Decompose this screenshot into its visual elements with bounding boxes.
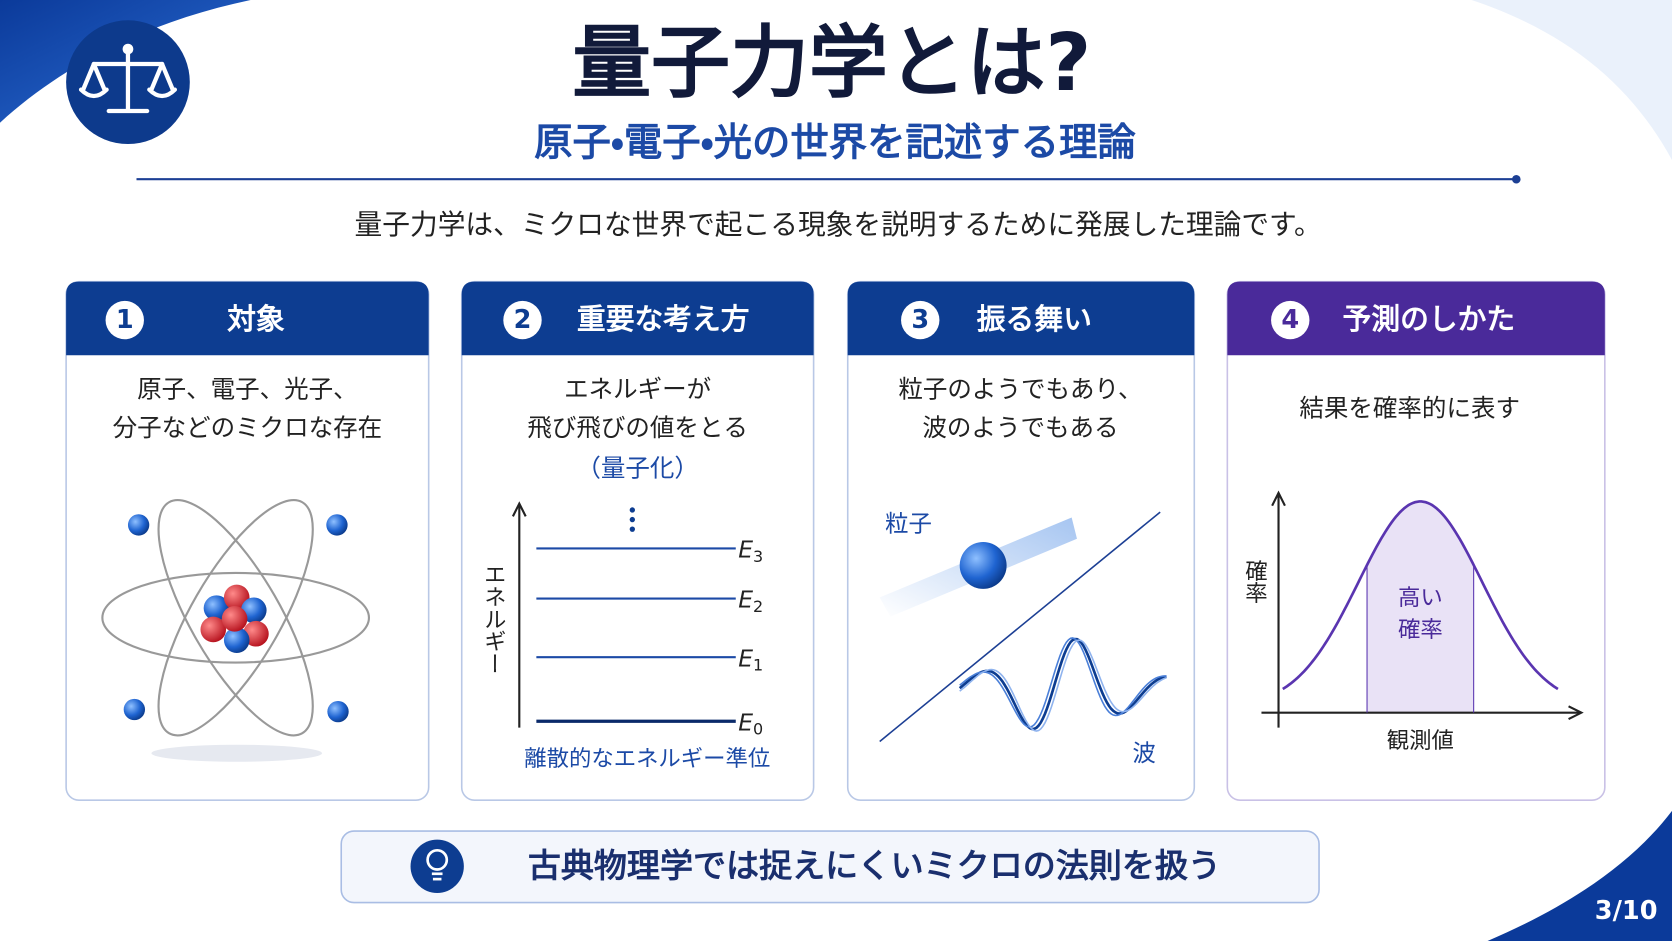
- wave-line: [958, 637, 1167, 731]
- arrow-head: [511, 501, 527, 517]
- card: 3 振る舞い 粒子のようでもあり、 波のようでもある 粒子 波: [846, 280, 1196, 801]
- card: 2 重要な考え方 エネルギーが 飛び飛びの値をとる （量子化） エネルギー E3…: [460, 280, 815, 801]
- center-label: 高い: [1398, 585, 1443, 611]
- card-title: 振る舞い: [977, 302, 1092, 336]
- level-symbol: E: [738, 535, 753, 563]
- card-text: 分子などのミクロな存在: [113, 413, 383, 442]
- card: 1 対象 原子、電子、光子、 分子などのミクロな存在: [65, 280, 430, 801]
- wave-line: [959, 637, 1167, 728]
- intro: 量子力学は、ミクロな世界で起こる現象を説明するために発展した理論です。: [355, 208, 1322, 241]
- atom-illustration: [101, 499, 371, 762]
- bell-highlight: [1367, 501, 1474, 713]
- level-symbol: E: [738, 585, 753, 613]
- axis-label: 観測値: [1387, 728, 1454, 754]
- level-label: E3: [738, 535, 763, 565]
- card-text: エネルギーが: [564, 374, 711, 403]
- card-note: （量子化）: [576, 453, 699, 482]
- level-index: 1: [753, 655, 763, 674]
- level-label: E0: [738, 708, 763, 738]
- card-number: 3: [911, 305, 929, 335]
- caption: 離散的なエネルギー準位: [524, 746, 770, 772]
- footer-text: 古典物理学では捉えにくいミクロの法則を扱う: [528, 846, 1221, 885]
- ellipsis: [629, 507, 635, 532]
- level-symbol: E: [738, 708, 753, 736]
- level-index: 2: [753, 597, 763, 616]
- wave-label: 波: [1132, 739, 1155, 767]
- card-text: 波のようでもある: [922, 413, 1118, 442]
- bell-curve: [1282, 500, 1559, 691]
- card-text: 粒子のようでもあり、: [898, 374, 1142, 403]
- level-symbol: E: [738, 644, 753, 672]
- card-title: 対象: [227, 302, 285, 336]
- card-text: 結果を確率的に表す: [1299, 394, 1520, 423]
- wave: [958, 637, 1167, 732]
- axis-label: 確率: [1242, 559, 1268, 604]
- level-label: E1: [738, 644, 763, 674]
- card: 4 予測のしかた 結果を確率的に表す 確率 高い 確率 観測値: [1226, 280, 1606, 801]
- card-number: 1: [116, 305, 134, 335]
- page-number: 3/10: [1595, 896, 1658, 926]
- level-label: E2: [738, 585, 763, 615]
- arrow-head: [1568, 705, 1584, 721]
- card-number: 2: [514, 305, 532, 335]
- corner-swoosh: [1487, 810, 1672, 941]
- axis-label: エネルギー: [480, 563, 506, 675]
- corner-swoosh: [0, 0, 251, 123]
- divider-line: [879, 511, 1161, 743]
- corner-swoosh: [1471, 0, 1672, 161]
- center-label: 確率: [1398, 617, 1443, 643]
- arrow-head: [1271, 490, 1286, 507]
- footer-note: 古典物理学では捉えにくいミクロの法則を扱う: [340, 830, 1320, 904]
- card-text: 原子、電子、光子、: [137, 374, 358, 403]
- card-title: 重要な考え方: [577, 302, 750, 336]
- card-number: 4: [1281, 305, 1299, 335]
- wave-line: [959, 639, 1167, 732]
- level-index: 3: [753, 546, 763, 565]
- title: 量子力学とは?: [572, 17, 1091, 109]
- level-index: 0: [753, 719, 763, 738]
- divider-dot: [1512, 174, 1521, 184]
- card-text: 飛び飛びの値をとる: [527, 413, 748, 442]
- particle: [959, 541, 1007, 589]
- particle-label: 粒子: [885, 509, 932, 537]
- subtitle: 原子・電子・光の世界を記述する理論: [534, 121, 1136, 166]
- card-title: 予測のしかた: [1343, 302, 1516, 336]
- logo: [66, 20, 190, 145]
